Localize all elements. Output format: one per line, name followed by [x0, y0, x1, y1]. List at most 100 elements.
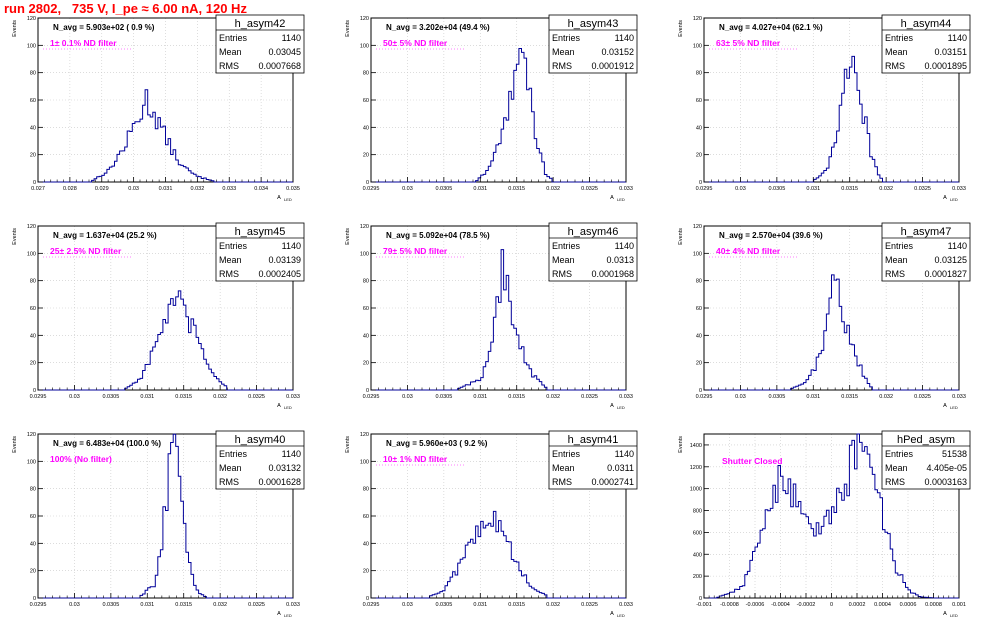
y-tick-label: 120 — [27, 432, 36, 438]
x-tick-label: -0.0006 — [746, 602, 765, 608]
y-axis-label: Events — [345, 436, 351, 453]
stats-entries-label: Entries — [552, 33, 581, 43]
y-tick-label: 120 — [27, 224, 36, 230]
y-axis-label: Events — [678, 20, 684, 37]
x-tick-label: 0.0295 — [696, 186, 713, 192]
y-tick-label: 1400 — [690, 443, 702, 449]
stats-mean-label: Mean — [885, 47, 908, 57]
stats-box: h_asym44 Entries 1140 Mean 0.03151 RMS 0.00018… — [881, 14, 971, 74]
histogram-series — [38, 290, 293, 391]
y-tick-label: 80 — [30, 279, 36, 285]
stats-box-frame — [881, 14, 971, 74]
stats-entries-value: 1140 — [948, 33, 967, 43]
x-tick-label: 0.0315 — [841, 394, 858, 400]
x-tick-label: 0.031 — [473, 186, 487, 192]
y-tick-label: 1200 — [690, 465, 702, 471]
y-tick-label: 120 — [693, 16, 702, 22]
x-axis-label: A — [610, 403, 614, 409]
stats-box-frame — [548, 14, 638, 74]
stats-rms-label: RMS — [552, 477, 572, 487]
y-tick-label: 0 — [699, 180, 702, 186]
y-axis-label: Events — [678, 436, 684, 453]
x-tick-label: 0.0006 — [900, 602, 917, 608]
y-tick-label: 60 — [363, 514, 369, 520]
y-tick-label: 0 — [366, 596, 369, 602]
stats-mean-value: 0.0313 — [606, 255, 634, 265]
histogram-panel-h_asym44: 0.0295 0.03 0.0305 0.031 0.0315 0.032 0.0325 0.… — [678, 14, 971, 202]
x-tick-label: 0.0002 — [849, 602, 866, 608]
x-tick-label: 0.033 — [619, 602, 633, 608]
stats-box-frame — [881, 430, 971, 490]
x-tick-label: 0.0004 — [874, 602, 891, 608]
x-axis-label-subscript: LED — [950, 613, 958, 618]
x-tick-label: 0.0305 — [102, 602, 119, 608]
stats-entries-label: Entries — [885, 33, 914, 43]
x-tick-label: 0.0325 — [581, 394, 598, 400]
stats-rms-label: RMS — [219, 61, 239, 71]
stats-entries-label: Entries — [885, 449, 914, 459]
stats-entries-value: 1140 — [615, 449, 634, 459]
stats-rms-label: RMS — [885, 477, 905, 487]
filter-label: 10± 1% ND filter — [383, 454, 448, 464]
filter-label: 79± 5% ND filter — [383, 246, 448, 256]
y-tick-label: 40 — [363, 333, 369, 339]
histogram-name: h_asym41 — [568, 434, 619, 446]
y-tick-label: 40 — [363, 541, 369, 547]
y-tick-label: 40 — [30, 125, 36, 131]
x-tick-label: 0.0315 — [508, 602, 525, 608]
stats-box-frame — [215, 222, 305, 282]
y-tick-label: 80 — [30, 487, 36, 493]
stats-mean-value: 0.03152 — [601, 47, 634, 57]
y-tick-label: 20 — [30, 569, 36, 575]
x-tick-label: 0.032 — [546, 186, 560, 192]
y-tick-label: 60 — [30, 98, 36, 104]
navg-annotation: N_avg = 5.960e+03 ( 9.2 %) — [386, 439, 488, 448]
histogram-name: h_asym47 — [901, 226, 952, 238]
stats-entries-value: 1140 — [615, 241, 634, 251]
stats-entries-label: Entries — [552, 241, 581, 251]
histogram-name: h_asym46 — [568, 226, 619, 238]
y-tick-label: 40 — [696, 125, 702, 131]
histogram-name: hPed_asym — [897, 434, 955, 446]
x-tick-label: 0.03 — [69, 602, 80, 608]
x-tick-label: 0.032 — [213, 602, 227, 608]
stats-mean-label: Mean — [219, 463, 242, 473]
x-axis-label-subscript: LED — [284, 613, 292, 618]
x-tick-label: 0.033 — [286, 602, 300, 608]
x-tick-label: 0.0325 — [248, 394, 265, 400]
y-tick-label: 0 — [366, 180, 369, 186]
y-axis-label: Events — [345, 20, 351, 37]
y-tick-label: 80 — [696, 71, 702, 77]
x-tick-label: 0.0305 — [768, 186, 785, 192]
y-tick-label: 0 — [699, 388, 702, 394]
stats-entries-value: 1140 — [282, 33, 301, 43]
x-axis-label-subscript: LED — [284, 197, 292, 202]
histogram-series — [38, 433, 293, 599]
histogram-series — [704, 274, 959, 391]
x-axis-label-subscript: LED — [950, 197, 958, 202]
x-tick-label: 0.0305 — [435, 602, 452, 608]
stats-rms-value: 0.0002741 — [591, 477, 634, 487]
x-axis-label-subscript: LED — [617, 613, 625, 618]
y-tick-label: 100 — [360, 43, 369, 49]
x-tick-label: 0.0325 — [914, 394, 931, 400]
stats-box-frame — [215, 430, 305, 490]
stats-mean-value: 4.405e-05 — [926, 463, 967, 473]
y-tick-label: 40 — [696, 333, 702, 339]
x-tick-label: -0.0008 — [720, 602, 739, 608]
stats-mean-value: 0.03132 — [268, 463, 301, 473]
histogram-name: h_asym40 — [235, 434, 286, 446]
stats-entries-value: 1140 — [615, 33, 634, 43]
stats-box: h_asym46 Entries 1140 Mean 0.0313 RMS 0.000196… — [548, 222, 638, 282]
stats-rms-label: RMS — [219, 477, 239, 487]
x-tick-label: 0.031 — [140, 602, 154, 608]
stats-box-frame — [881, 222, 971, 282]
y-tick-label: 20 — [363, 361, 369, 367]
x-tick-label: 0.031 — [473, 394, 487, 400]
histogram-name: h_asym45 — [235, 226, 286, 238]
x-tick-label: 0.03 — [735, 186, 746, 192]
y-tick-label: 60 — [696, 98, 702, 104]
filter-label: 100% (No filter) — [50, 454, 112, 464]
y-tick-label: 80 — [30, 71, 36, 77]
y-tick-label: 100 — [27, 251, 36, 257]
